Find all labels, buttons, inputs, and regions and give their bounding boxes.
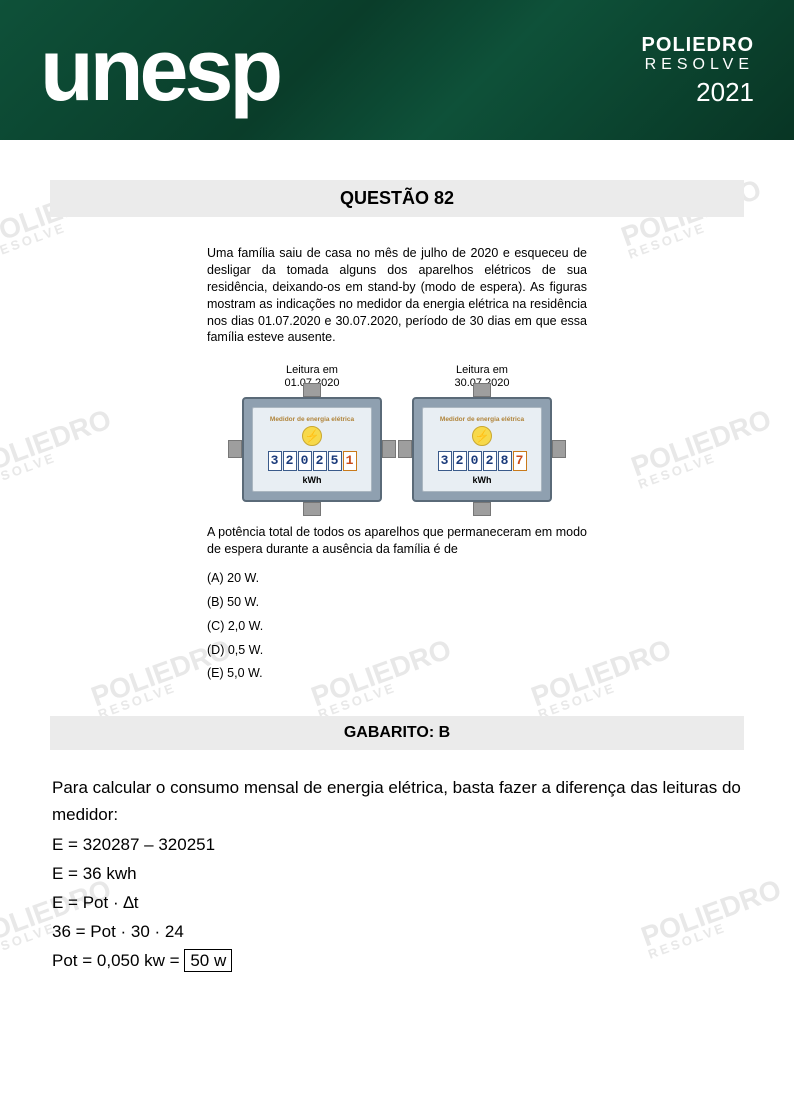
- meter-figures: Leitura em 01.07.2020 Medidor de energia…: [50, 364, 744, 501]
- unesp-logo: unesp: [40, 19, 279, 121]
- meter-digits: 3 2 0 2 5 1: [257, 451, 367, 471]
- unit-label: kWh: [257, 475, 367, 485]
- solution-intro: Para calcular o consumo mensal de energi…: [52, 774, 742, 828]
- answer-options: (A) 20 W. (B) 50 W. (C) 2,0 W. (D) 0,5 W…: [207, 567, 587, 686]
- bolt-icon: ⚡: [472, 426, 492, 446]
- answer-key: GABARITO: B: [50, 716, 744, 750]
- page-header: unesp POLIEDRO RESOLVE 2021: [0, 0, 794, 140]
- badge-top: POLIEDRO: [642, 34, 754, 56]
- solution: Para calcular o consumo mensal de energi…: [50, 774, 744, 974]
- option-b: (B) 50 W.: [207, 591, 587, 615]
- meter-digits: 3 2 0 2 8 7: [427, 451, 537, 471]
- option-d: (D) 0,5 W.: [207, 639, 587, 663]
- poliedro-badge: POLIEDRO RESOLVE 2021: [642, 34, 754, 106]
- meter-label: Medidor de energia elétrica: [257, 416, 367, 423]
- bolt-icon: ⚡: [302, 426, 322, 446]
- option-e: (E) 5,0 W.: [207, 662, 587, 686]
- badge-year: 2021: [642, 78, 754, 107]
- solution-line: E = 320287 – 320251: [52, 831, 742, 858]
- solution-line: 36 = Pot · 30 · 24: [52, 918, 742, 945]
- unit-label: kWh: [427, 475, 537, 485]
- solution-line: E = Pot · ∆t: [52, 889, 742, 916]
- meter-device: Medidor de energia elétrica ⚡ 3 2 0 2 8 …: [412, 397, 552, 502]
- question-followup: A potência total de todos os aparelhos q…: [207, 524, 587, 558]
- question-body: Uma família saiu de casa no mês de julho…: [207, 245, 587, 346]
- meter-label: Medidor de energia elétrica: [427, 416, 537, 423]
- badge-mid: RESOLVE: [642, 56, 754, 74]
- meter-first: Leitura em 01.07.2020 Medidor de energia…: [242, 364, 382, 501]
- solution-final: Pot = 0,050 kw = 50 w: [52, 947, 742, 974]
- boxed-answer: 50 w: [184, 949, 232, 972]
- option-c: (C) 2,0 W.: [207, 615, 587, 639]
- meter-device: Medidor de energia elétrica ⚡ 3 2 0 2 5 …: [242, 397, 382, 502]
- meter-second: Leitura em 30.07.2020 Medidor de energia…: [412, 364, 552, 501]
- question-title: QUESTÃO 82: [50, 180, 744, 217]
- option-a: (A) 20 W.: [207, 567, 587, 591]
- solution-line: E = 36 kwh: [52, 860, 742, 887]
